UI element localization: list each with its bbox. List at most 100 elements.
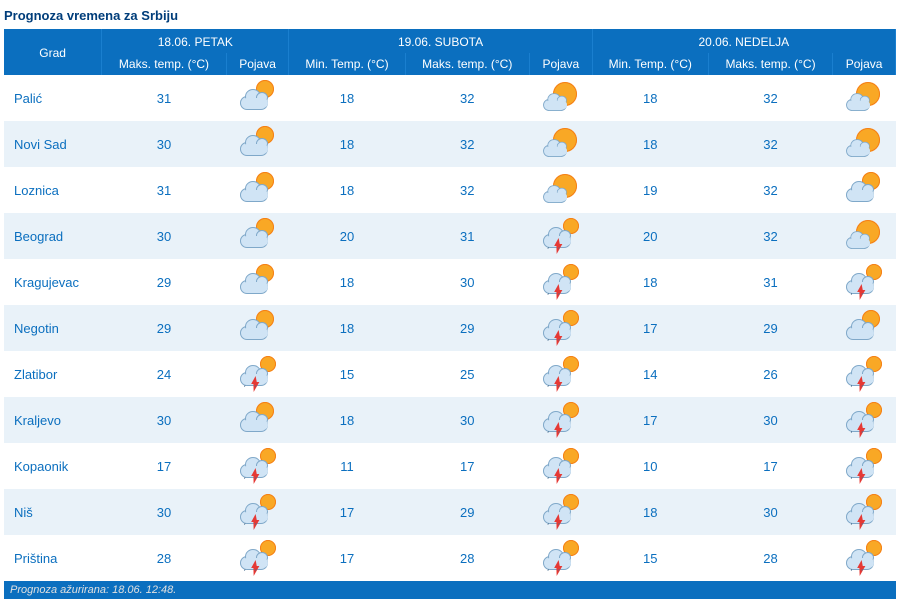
weather-partly-icon [844,310,884,344]
d1-max: 30 [102,489,226,535]
weather-storm-icon: ՚ ՚ [541,218,581,252]
table-row: Palić3118321832 [4,75,896,121]
table-row: Zlatibor24՚ ՚1525՚ ՚1426՚ ՚ [4,351,896,397]
d3-min: 15 [592,535,708,581]
d1-icon: ՚ ՚ [226,443,289,489]
weather-partly-icon [238,402,278,436]
city-name[interactable]: Novi Sad [4,121,102,167]
d2-icon: ՚ ՚ [529,535,592,581]
d3-icon: ՚ ՚ [833,443,896,489]
col-city-header: Grad [4,29,102,75]
weather-sunny-icon [541,80,581,114]
footer-updated: Prognoza ažurirana: 18.06. 12:48. [4,581,896,599]
col-day3-min: Min. Temp. (°C) [592,53,708,75]
d2-icon: ՚ ՚ [529,397,592,443]
d3-min: 20 [592,213,708,259]
weather-storm-icon: ՚ ՚ [541,264,581,298]
d1-max: 30 [102,397,226,443]
city-name[interactable]: Beograd [4,213,102,259]
d3-max: 30 [708,397,832,443]
city-name[interactable]: Zlatibor [4,351,102,397]
d3-min: 10 [592,443,708,489]
d3-icon [833,213,896,259]
d1-max: 17 [102,443,226,489]
d2-icon: ՚ ՚ [529,259,592,305]
weather-storm-icon: ՚ ՚ [541,540,581,574]
d1-max: 30 [102,213,226,259]
table-row: Priština28՚ ՚1728՚ ՚1528՚ ՚ [4,535,896,581]
city-name[interactable]: Palić [4,75,102,121]
weather-sunny-icon [541,172,581,206]
d2-max: 29 [405,305,529,351]
d1-max: 28 [102,535,226,581]
d2-max: 30 [405,397,529,443]
d2-icon: ՚ ՚ [529,489,592,535]
d2-icon: ՚ ՚ [529,213,592,259]
weather-storm-icon: ՚ ՚ [541,310,581,344]
d2-min: 17 [289,489,405,535]
weather-storm-icon: ՚ ՚ [238,356,278,390]
col-day1-max: Maks. temp. (°C) [102,53,226,75]
d3-max: 28 [708,535,832,581]
page-title: Prognoza vremena za Srbiju [0,0,900,29]
d1-icon: ՚ ՚ [226,351,289,397]
d1-icon: ՚ ՚ [226,535,289,581]
weather-partly-icon [238,310,278,344]
weather-storm-icon: ՚ ՚ [844,402,884,436]
city-name[interactable]: Niš [4,489,102,535]
d1-max: 31 [102,167,226,213]
col-day3-max: Maks. temp. (°C) [708,53,832,75]
col-day1-date: 18.06. PETAK [102,29,289,53]
d2-min: 18 [289,75,405,121]
table-row: Kopaonik17՚ ՚1117՚ ՚1017՚ ՚ [4,443,896,489]
d1-icon [226,305,289,351]
table-row: Novi Sad3018321832 [4,121,896,167]
col-day3-cond: Pojava [833,53,896,75]
weather-storm-icon: ՚ ՚ [238,540,278,574]
d2-max: 31 [405,213,529,259]
weather-storm-icon: ՚ ՚ [844,264,884,298]
col-day2-max: Maks. temp. (°C) [405,53,529,75]
city-name[interactable]: Negotin [4,305,102,351]
d2-min: 18 [289,259,405,305]
d2-icon: ՚ ՚ [529,351,592,397]
d2-max: 30 [405,259,529,305]
d2-min: 20 [289,213,405,259]
d1-max: 29 [102,259,226,305]
d1-icon [226,213,289,259]
col-day2-date: 19.06. SUBOTA [289,29,592,53]
table-row: Niš30՚ ՚1729՚ ՚1830՚ ՚ [4,489,896,535]
d2-max: 29 [405,489,529,535]
weather-storm-icon: ՚ ՚ [844,356,884,390]
weather-storm-icon: ՚ ՚ [541,356,581,390]
d3-max: 32 [708,75,832,121]
table-row: Kraljevo301830՚ ՚1730՚ ՚ [4,397,896,443]
city-name[interactable]: Kopaonik [4,443,102,489]
d3-min: 18 [592,259,708,305]
d3-icon [833,167,896,213]
d2-icon [529,167,592,213]
d3-min: 17 [592,397,708,443]
d2-min: 15 [289,351,405,397]
d3-icon: ՚ ՚ [833,397,896,443]
city-name[interactable]: Loznica [4,167,102,213]
d3-min: 18 [592,121,708,167]
d2-min: 17 [289,535,405,581]
weather-storm-icon: ՚ ՚ [238,448,278,482]
city-name[interactable]: Kraljevo [4,397,102,443]
weather-storm-icon: ՚ ՚ [844,540,884,574]
d3-max: 32 [708,213,832,259]
city-name[interactable]: Priština [4,535,102,581]
d3-min: 17 [592,305,708,351]
weather-storm-icon: ՚ ՚ [541,494,581,528]
d2-max: 17 [405,443,529,489]
d2-icon [529,75,592,121]
weather-storm-icon: ՚ ՚ [238,494,278,528]
d3-max: 30 [708,489,832,535]
weather-storm-icon: ՚ ՚ [541,448,581,482]
col-day2-cond: Pojava [529,53,592,75]
d2-max: 32 [405,167,529,213]
d2-min: 18 [289,121,405,167]
city-name[interactable]: Kragujevac [4,259,102,305]
d3-min: 18 [592,489,708,535]
